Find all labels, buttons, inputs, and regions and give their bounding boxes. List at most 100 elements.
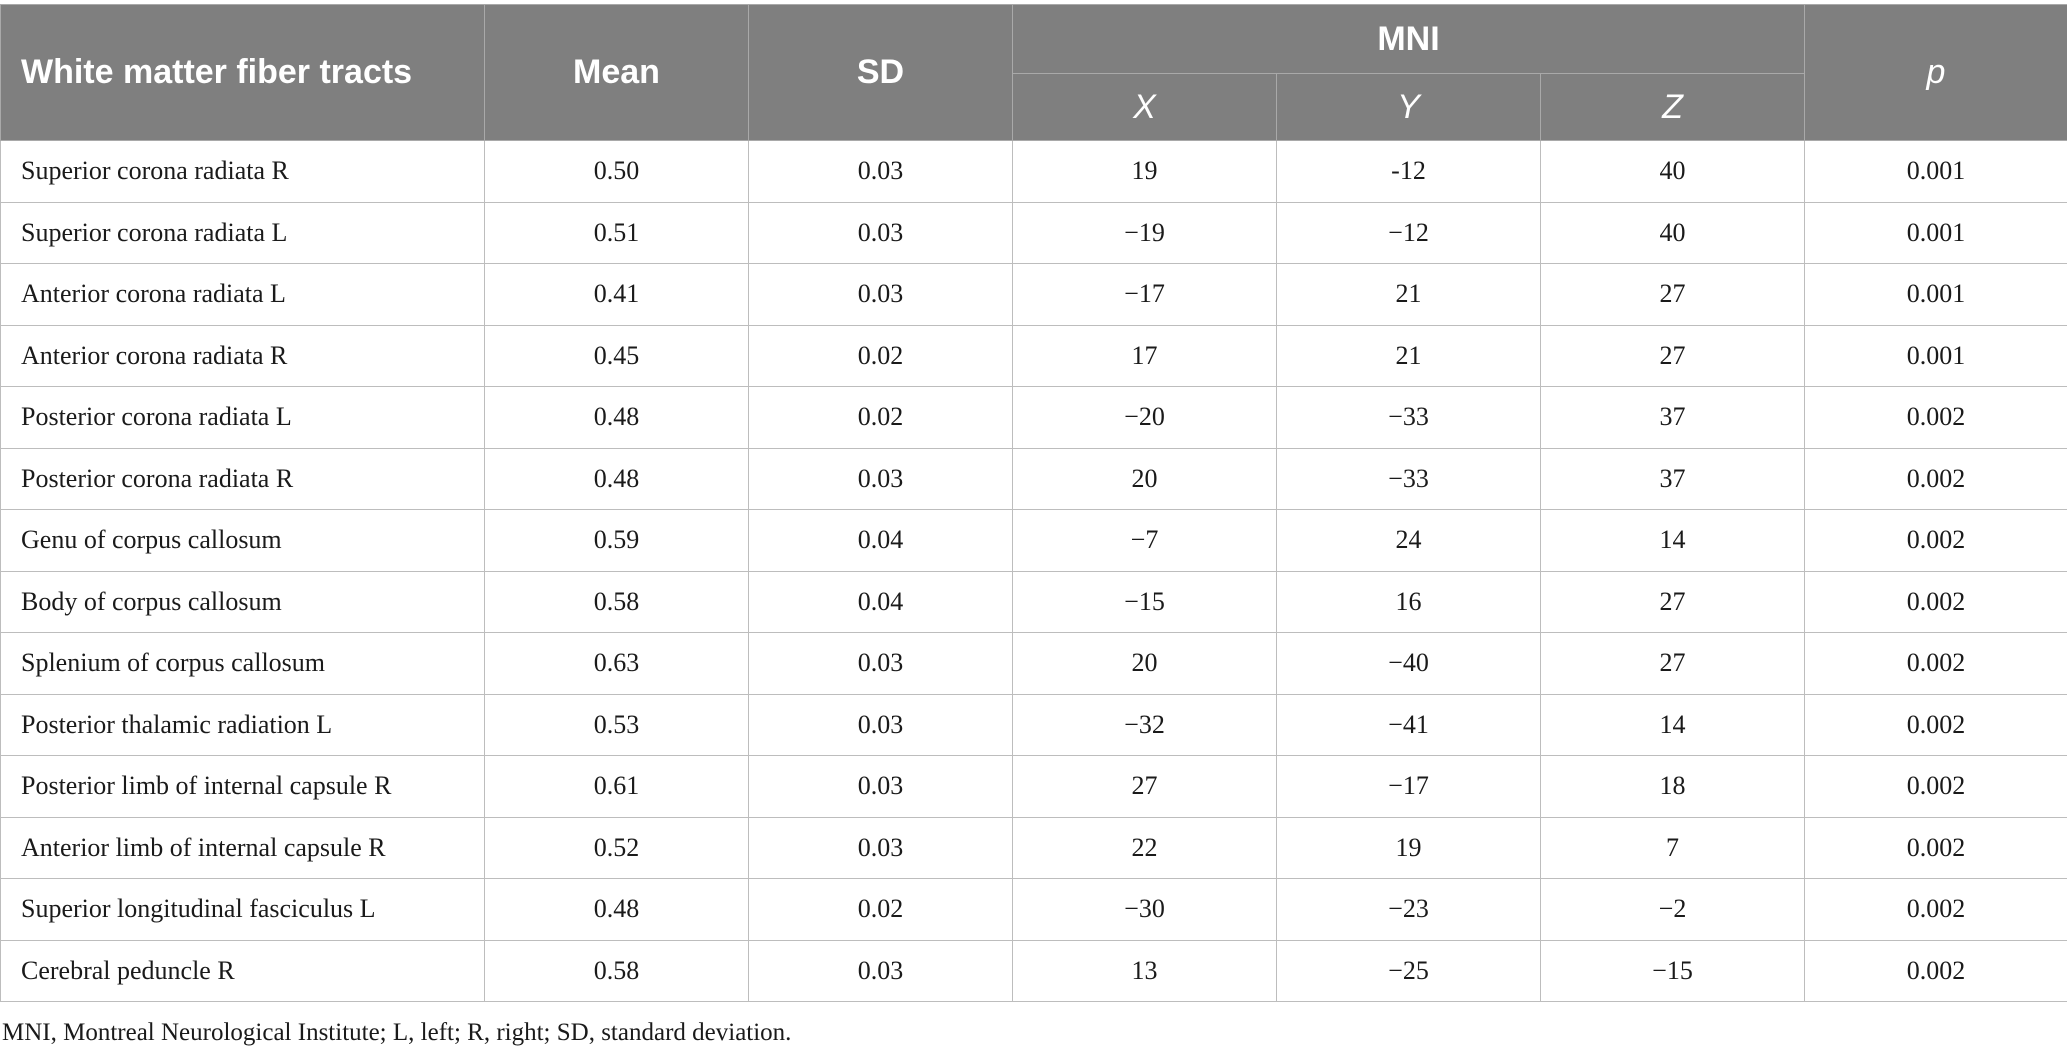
cell-z: −2 [1540,878,1805,941]
cell-sd: 0.03 [748,447,1013,510]
cell-z: 18 [1540,755,1805,818]
cell-name: Anterior corona radiata L [0,263,485,326]
cell-x: −30 [1012,878,1277,941]
cell-y: 24 [1276,509,1541,572]
table-header: White matter fiber tracts Mean SD MNI p … [0,4,2067,141]
cell-y: −33 [1276,447,1541,510]
cell-mean: 0.52 [484,816,749,879]
cell-x: 20 [1012,632,1277,695]
cell-x: 27 [1012,755,1277,818]
cell-y: -12 [1276,140,1541,203]
cell-p: 0.002 [1804,939,2067,1002]
cell-z: 7 [1540,816,1805,879]
cell-p: 0.002 [1804,816,2067,879]
data-table-container: White matter fiber tracts Mean SD MNI p … [0,4,2067,1002]
cell-name: Posterior corona radiata R [0,447,485,510]
cell-z: 27 [1540,632,1805,695]
cell-x: 13 [1012,939,1277,1002]
cell-mean: 0.51 [484,201,749,264]
cell-p: 0.001 [1804,263,2067,326]
cell-mean: 0.48 [484,447,749,510]
table-row: Anterior corona radiata L 0.41 0.03 −17 21 27… [0,263,2067,326]
cell-y: −12 [1276,201,1541,264]
cell-name: Genu of corpus callosum [0,509,485,572]
header-mean: Mean [484,4,749,141]
cell-sd: 0.03 [748,693,1013,756]
table-row: Splenium of corpus callosum 0.63 0.03 20 −40… [0,632,2067,695]
cell-sd: 0.03 [748,939,1013,1002]
cell-p: 0.002 [1804,878,2067,941]
cell-p: 0.002 [1804,632,2067,695]
cell-sd: 0.03 [748,263,1013,326]
header-z: Z [1540,73,1805,141]
cell-p: 0.001 [1804,201,2067,264]
cell-x: 22 [1012,816,1277,879]
cell-mean: 0.59 [484,509,749,572]
header-tract: White matter fiber tracts [0,4,485,141]
cell-name: Superior corona radiata L [0,201,485,264]
cell-p: 0.002 [1804,447,2067,510]
header-sd: SD [748,4,1013,141]
cell-z: 14 [1540,509,1805,572]
cell-name: Superior corona radiata R [0,140,485,203]
cell-x: −15 [1012,570,1277,633]
table-row: Superior corona radiata R 0.50 0.03 19 -12 40… [0,140,2067,203]
header-y: Y [1276,73,1541,141]
cell-z: 37 [1540,447,1805,510]
cell-name: Posterior limb of internal capsule R [0,755,485,818]
cell-mean: 0.45 [484,324,749,387]
table-row: Anterior corona radiata R 0.45 0.02 17 21 27 0… [0,324,2067,387]
cell-name: Splenium of corpus callosum [0,632,485,695]
cell-z: 14 [1540,693,1805,756]
cell-name: Anterior corona radiata R [0,324,485,387]
cell-mean: 0.58 [484,570,749,633]
cell-mean: 0.48 [484,878,749,941]
cell-sd: 0.02 [748,878,1013,941]
cell-name: Cerebral peduncle R [0,939,485,1002]
cell-sd: 0.03 [748,755,1013,818]
cell-mean: 0.41 [484,263,749,326]
cell-p: 0.002 [1804,386,2067,449]
table-row: Superior longitudinal fasciculus L 0.48 0.… [0,878,2067,941]
table-row: Cerebral peduncle R 0.58 0.03 13 −25 −15 0.002 [0,939,2067,1002]
header-p: p [1804,4,2067,141]
table-row: Anterior limb of internal capsule R 0.52 0… [0,816,2067,879]
cell-x: 20 [1012,447,1277,510]
cell-y: −23 [1276,878,1541,941]
cell-name: Posterior thalamic radiation L [0,693,485,756]
cell-z: 27 [1540,263,1805,326]
white-matter-table: White matter fiber tracts Mean SD MNI p … [0,4,2067,1002]
table-footnote: MNI, Montreal Neurological Institute; L,… [2,1019,792,1046]
cell-x: −19 [1012,201,1277,264]
cell-mean: 0.53 [484,693,749,756]
cell-sd: 0.03 [748,632,1013,695]
cell-sd: 0.02 [748,324,1013,387]
cell-y: −17 [1276,755,1541,818]
cell-sd: 0.04 [748,570,1013,633]
header-mni: MNI [1012,4,1805,74]
cell-sd: 0.04 [748,509,1013,572]
cell-z: 40 [1540,201,1805,264]
cell-z: −15 [1540,939,1805,1002]
cell-y: −25 [1276,939,1541,1002]
cell-x: −32 [1012,693,1277,756]
table-row: Body of corpus callosum 0.58 0.04 −15 16 27 0.… [0,570,2067,633]
table-row: Posterior thalamic radiation L 0.53 0.03 −3… [0,693,2067,756]
header-x: X [1012,73,1277,141]
cell-z: 27 [1540,570,1805,633]
cell-z: 37 [1540,386,1805,449]
cell-name: Posterior corona radiata L [0,386,485,449]
cell-name: Anterior limb of internal capsule R [0,816,485,879]
table-row: Genu of corpus callosum 0.59 0.04 −7 24 14 0.0… [0,509,2067,572]
cell-sd: 0.02 [748,386,1013,449]
cell-p: 0.001 [1804,324,2067,387]
cell-x: −20 [1012,386,1277,449]
cell-sd: 0.03 [748,816,1013,879]
table-row: Posterior limb of internal capsule R 0.61… [0,755,2067,818]
table-row: Posterior corona radiata L 0.48 0.02 −20 −33… [0,386,2067,449]
table-row: Superior corona radiata L 0.51 0.03 −19 −12 4… [0,201,2067,264]
cell-x: 19 [1012,140,1277,203]
cell-x: 17 [1012,324,1277,387]
cell-mean: 0.61 [484,755,749,818]
table-row: Posterior corona radiata R 0.48 0.03 20 −33 3… [0,447,2067,510]
